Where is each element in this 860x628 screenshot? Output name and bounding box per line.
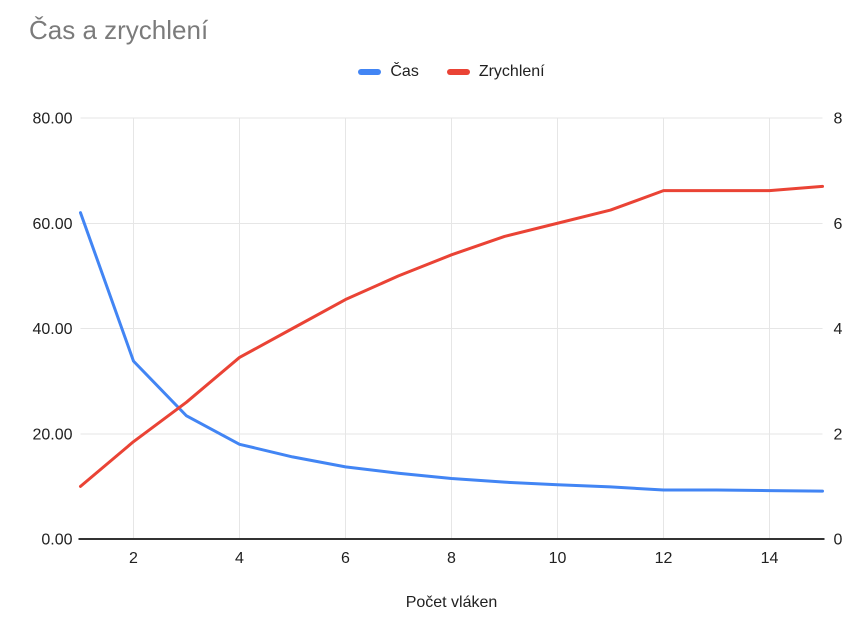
x-axis-tick-label: 8 <box>447 550 456 567</box>
zrychleni-series-swatch-icon <box>446 69 470 75</box>
right-axis-tick-label: 0 <box>834 532 843 549</box>
x-axis-tick-label: 4 <box>235 550 244 567</box>
chart-title: Čas a zrychlení <box>29 15 209 45</box>
right-axis-tick-label: 4 <box>834 321 843 338</box>
legend-item-cas: Čas <box>358 63 419 81</box>
x-axis-tick-label: 10 <box>549 550 567 567</box>
cas-series-swatch-icon <box>358 69 382 75</box>
right-axis-tick-label: 8 <box>834 111 843 128</box>
x-axis-tick-label: 2 <box>129 550 138 567</box>
right-axis-tick-label: 6 <box>834 216 843 233</box>
x-axis-tick-label: 14 <box>761 550 779 567</box>
chart-legend: Čas Zrychlení <box>80 60 823 84</box>
right-axis-tick-label: 2 <box>834 426 843 443</box>
legend-label-cas: Čas <box>390 63 419 80</box>
legend-item-zrychleni: Zrychlení <box>446 63 545 81</box>
series-line-cas <box>79 211 824 493</box>
left-axis-tick-label: 60.00 <box>32 216 72 233</box>
series-line-zrychleni <box>79 184 824 488</box>
left-axis-tick-label: 20.00 <box>32 426 72 443</box>
left-axis-tick-label: 0.00 <box>41 532 72 549</box>
left-axis-tick-label: 80.00 <box>32 111 72 128</box>
x-axis-tick-label: 6 <box>341 550 350 567</box>
legend-label-zrychleni: Zrychlení <box>478 63 545 80</box>
x-axis-tick-label: 12 <box>655 550 673 567</box>
left-axis-tick-label: 40.00 <box>32 321 72 338</box>
x-axis-title: Počet vláken <box>405 594 498 611</box>
